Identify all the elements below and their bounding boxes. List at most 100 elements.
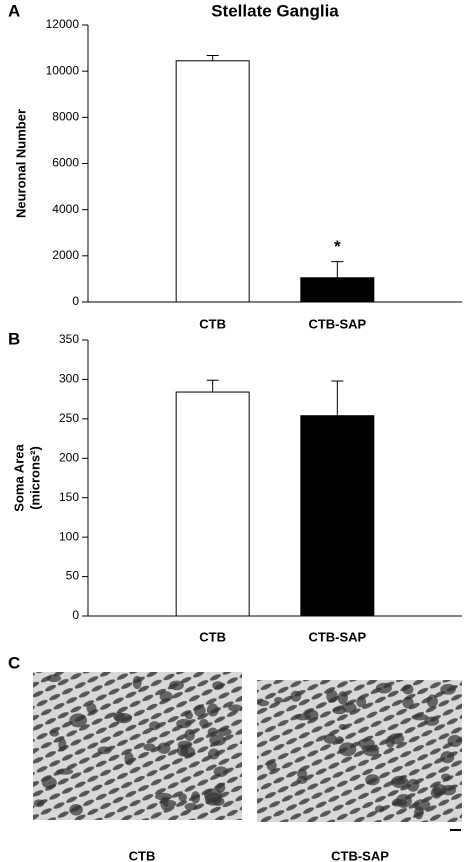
error-bar xyxy=(206,379,219,393)
cell xyxy=(257,700,270,707)
cell xyxy=(406,778,420,792)
chart-title: Stellate Ganglia xyxy=(211,1,339,20)
cell xyxy=(180,746,196,758)
cell xyxy=(440,773,451,781)
cell xyxy=(184,729,195,741)
cell xyxy=(402,684,414,695)
cell xyxy=(440,751,455,764)
cell xyxy=(206,703,219,717)
cell xyxy=(290,690,302,702)
cell xyxy=(176,718,192,729)
cell xyxy=(296,768,308,779)
panel-label: A xyxy=(8,1,20,20)
y-axis-label: Soma Area xyxy=(11,444,26,512)
cell xyxy=(335,736,344,745)
cell xyxy=(177,740,193,749)
cell xyxy=(402,696,414,709)
cell xyxy=(356,696,367,708)
cell xyxy=(148,721,161,731)
y-tick-label: 6000 xyxy=(52,156,79,170)
cell xyxy=(209,734,226,746)
cell xyxy=(154,792,173,801)
cell xyxy=(338,723,347,730)
cell xyxy=(447,734,463,748)
bar xyxy=(300,277,375,303)
cell xyxy=(326,689,338,703)
cell xyxy=(184,802,198,811)
cell xyxy=(388,733,405,745)
y-tick-label: 300 xyxy=(59,372,79,386)
cell xyxy=(358,738,375,749)
cell xyxy=(86,703,97,714)
panel-label: C xyxy=(8,653,20,672)
cell xyxy=(365,774,380,786)
cell xyxy=(228,704,243,712)
cell xyxy=(296,776,308,784)
y-tick-label: 12000 xyxy=(46,17,80,31)
cell xyxy=(426,694,438,708)
cell xyxy=(69,713,88,728)
cell xyxy=(69,804,83,816)
cell xyxy=(49,730,60,737)
error-bar xyxy=(331,380,344,416)
y-axis-label: (microns²) xyxy=(27,446,42,510)
y-tick-label: 50 xyxy=(66,569,80,583)
y-tick-label: 250 xyxy=(59,411,79,425)
cell xyxy=(113,711,125,722)
cell xyxy=(337,691,348,705)
cell xyxy=(338,742,357,757)
y-tick-label: 2000 xyxy=(52,248,79,262)
error-bar xyxy=(206,54,219,61)
cell xyxy=(391,777,406,785)
caption: CTB-SAP xyxy=(331,848,389,862)
cell xyxy=(204,788,222,802)
caption: CTB xyxy=(129,848,156,862)
cell xyxy=(332,706,347,715)
bar xyxy=(175,391,250,617)
cell xyxy=(391,798,402,807)
cell xyxy=(414,805,424,820)
cell xyxy=(430,787,443,799)
panel-label: B xyxy=(8,329,20,348)
y-tick-label: 0 xyxy=(72,294,79,308)
cell xyxy=(124,751,134,766)
cell xyxy=(194,705,206,717)
x-tick-label: CTB xyxy=(199,316,226,331)
annotation: * xyxy=(334,237,341,256)
cell xyxy=(207,727,218,737)
cell xyxy=(274,697,283,704)
cell xyxy=(184,711,193,720)
error-bar xyxy=(331,261,344,278)
y-tick-label: 4000 xyxy=(52,202,79,216)
cell xyxy=(411,713,429,721)
y-tick-label: 150 xyxy=(59,490,79,504)
cell xyxy=(56,768,74,775)
y-tick-label: 350 xyxy=(59,332,79,346)
cell xyxy=(178,793,187,802)
cell xyxy=(191,791,201,804)
cell xyxy=(159,691,173,702)
cell xyxy=(424,716,440,726)
y-tick-label: 8000 xyxy=(52,110,79,124)
cell xyxy=(97,746,112,755)
bar xyxy=(175,60,250,303)
cell xyxy=(266,760,277,772)
cell xyxy=(216,727,232,736)
y-tick-label: 200 xyxy=(59,450,79,464)
y-tick-label: 10000 xyxy=(46,63,80,77)
x-tick-label: CTB-SAP xyxy=(308,629,366,644)
y-axis-label: Neuronal Number xyxy=(13,109,28,218)
cell xyxy=(132,675,142,690)
cell xyxy=(199,718,209,728)
cell xyxy=(46,674,62,683)
y-tick-label: 100 xyxy=(59,529,79,543)
cell xyxy=(323,733,337,744)
bar xyxy=(300,415,375,617)
cell xyxy=(374,805,385,813)
cell xyxy=(58,737,67,752)
cell xyxy=(304,709,319,721)
cell xyxy=(212,681,224,690)
cell xyxy=(41,776,57,789)
cell xyxy=(143,743,156,751)
